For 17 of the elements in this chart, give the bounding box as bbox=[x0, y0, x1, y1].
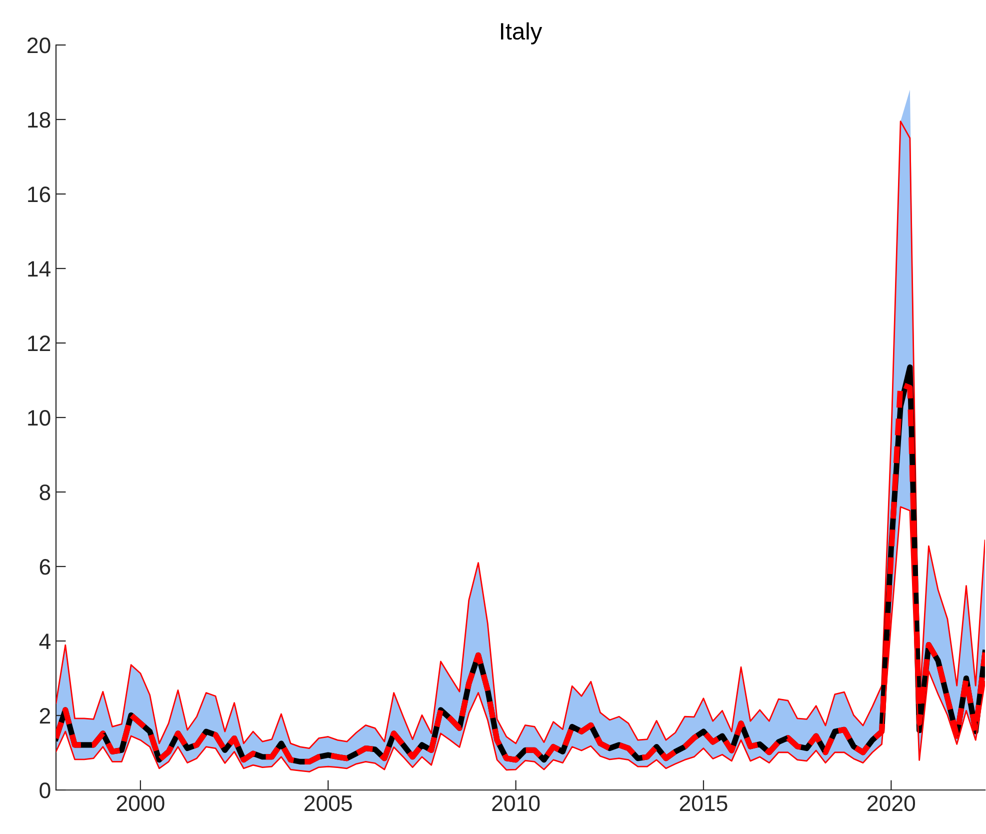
y-tick-label: 0 bbox=[40, 782, 50, 798]
y-tick-label: 12 bbox=[28, 336, 50, 352]
x-tick-label: 2000 bbox=[116, 795, 164, 812]
y-tick-label: 4 bbox=[39, 634, 50, 650]
y-tick-label: 10 bbox=[28, 410, 50, 426]
y-tick-label: 6 bbox=[40, 559, 50, 575]
y-tick-label: 8 bbox=[40, 484, 50, 500]
y-tick-label: 18 bbox=[28, 112, 50, 128]
x-tick-label: 2005 bbox=[304, 795, 352, 812]
y-tick-label: 16 bbox=[28, 186, 50, 202]
x-tick-label: 2020 bbox=[868, 795, 916, 812]
y-tick-label: 14 bbox=[28, 261, 50, 277]
chart-title: Italy bbox=[501, 22, 542, 44]
y-tick-label: 20 bbox=[28, 38, 50, 54]
x-tick-label: 2015 bbox=[680, 795, 728, 812]
x-tick-label: 2010 bbox=[492, 795, 540, 812]
y-tick-label: 2 bbox=[40, 708, 50, 724]
